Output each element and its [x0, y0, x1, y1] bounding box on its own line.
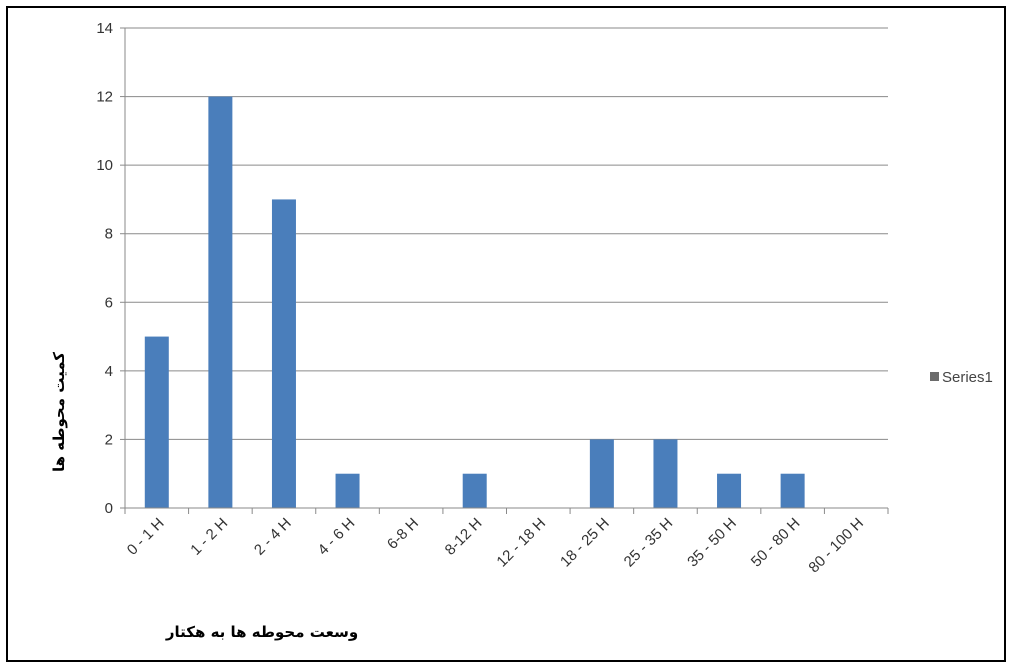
x-tick-label: 8-12 H [442, 515, 486, 559]
bar [653, 439, 678, 508]
x-axis [124, 507, 889, 514]
legend-swatch [930, 372, 939, 381]
x-tick-label: 35 - 50 H [684, 515, 740, 571]
x-tick-label: 4 - 6 H [315, 515, 359, 559]
x-axis-title: وسعت محوطه ها به هکتار [165, 623, 358, 641]
bar [271, 199, 296, 508]
chart-frame [6, 6, 1006, 662]
x-tick-label: 0 - 1 H [124, 515, 168, 559]
x-tick-label: 12 - 18 H [493, 515, 549, 571]
y-tick-label: 0 [105, 500, 113, 517]
bar [462, 473, 487, 508]
bar [208, 96, 233, 509]
y-tick-label: 14 [96, 20, 113, 37]
x-tick-label: 6-8 H [384, 515, 422, 553]
legend: Series1 [930, 369, 993, 386]
x-tick-label: 25 - 35 H [621, 515, 677, 571]
y-tick-label: 2 [105, 431, 113, 448]
y-axis-title: کمیت محوطه ها [50, 352, 68, 472]
legend-label: Series1 [942, 369, 993, 386]
bar [717, 473, 742, 508]
bar [589, 439, 614, 508]
y-tick-label: 6 [105, 294, 113, 311]
x-tick-label: 1 - 2 H [187, 515, 231, 559]
y-tick-label: 10 [96, 157, 113, 174]
y-tick-label: 12 [96, 89, 113, 106]
y-tick-label: 8 [105, 226, 113, 243]
y-axis-ticks: 0 2 4 6 8 10 12 14 [96, 20, 126, 517]
bar [335, 473, 360, 508]
bar [144, 336, 169, 508]
x-tick-label: 50 - 80 H [748, 515, 804, 571]
y-tick-label: 4 [105, 363, 113, 380]
x-tick-label: 80 - 100 H [805, 515, 867, 577]
x-tick-label: 2 - 4 H [251, 515, 295, 559]
bars [144, 96, 805, 509]
x-tick-label: 18 - 25 H [557, 515, 613, 571]
bar [780, 473, 805, 508]
gridlines [125, 27, 888, 440]
